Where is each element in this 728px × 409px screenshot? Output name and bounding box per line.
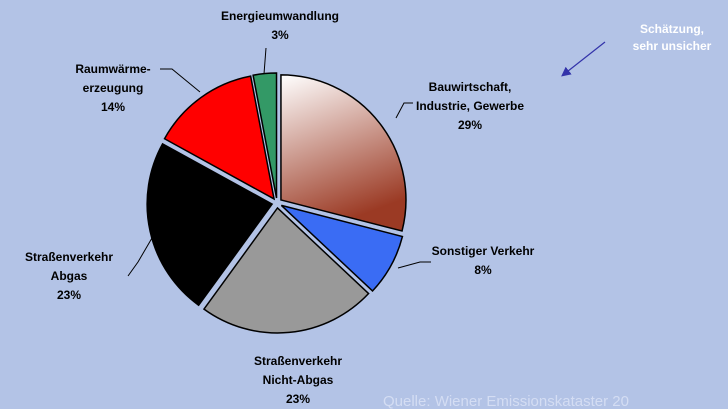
value-label: 29%	[458, 118, 482, 132]
value-label: 14%	[101, 100, 125, 114]
pie-slice	[252, 72, 278, 199]
pie-slice	[280, 74, 407, 232]
slice-label: Abgas	[51, 269, 88, 283]
slice-label: Sonstiger Verkehr	[432, 244, 535, 258]
pie-slice	[202, 206, 370, 334]
leader-line	[160, 68, 201, 93]
note: Schätzung,	[640, 22, 704, 36]
source: Quelle: Wiener Emissionskataster 20	[383, 393, 629, 409]
slice-label: Raumwärme-	[75, 62, 150, 76]
slice-label: Industrie, Gewerbe	[416, 99, 524, 113]
value-label: 3%	[271, 28, 289, 42]
slice-label: Energieumwandlung	[221, 9, 339, 23]
slice-label: Nicht-Abgas	[263, 373, 334, 387]
note: sehr unsicher	[633, 39, 712, 53]
leader-line	[263, 47, 267, 75]
slice-label: Bauwirtschaft,	[429, 80, 512, 94]
leader-line	[397, 261, 431, 269]
pie-slice	[163, 75, 276, 201]
value-label: 23%	[286, 392, 310, 406]
leader-line	[395, 102, 413, 119]
slice-label: erzeugung	[83, 81, 144, 95]
arrow	[561, 41, 606, 77]
slice-label: Straßenverkehr	[25, 250, 113, 264]
pie-slice	[146, 142, 274, 307]
pie-slice	[280, 204, 404, 293]
value-label: 23%	[57, 288, 81, 302]
value-label: 8%	[474, 263, 492, 277]
slice-label: Straßenverkehr	[254, 354, 342, 368]
leader-line	[127, 237, 153, 277]
